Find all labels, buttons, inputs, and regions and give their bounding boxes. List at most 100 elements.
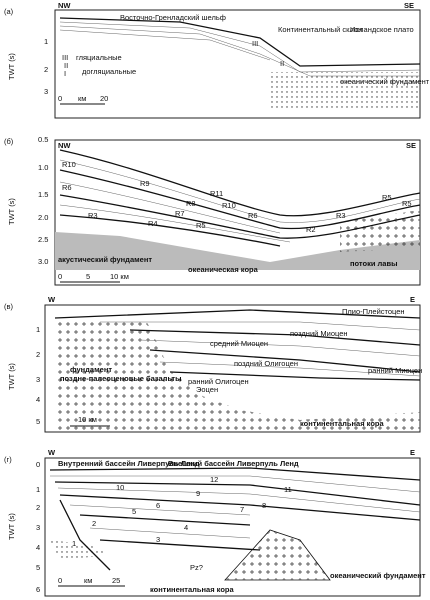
annotation: Внутренний бассейн Ливерпуль Ленд bbox=[58, 459, 200, 468]
annotation: фундамент bbox=[70, 365, 112, 374]
panel-label: (б) bbox=[4, 137, 14, 146]
dir: SE bbox=[404, 1, 414, 10]
annotation: R4 bbox=[148, 219, 158, 228]
panel-label: (а) bbox=[4, 7, 14, 16]
tick: 1 bbox=[36, 485, 40, 494]
annotation: средний Миоцен bbox=[210, 339, 268, 348]
annotation: I bbox=[64, 69, 66, 78]
annotation: континентальная кора bbox=[150, 585, 234, 594]
annotation: океанический фундамент bbox=[330, 571, 426, 580]
annotation: Pz? bbox=[190, 563, 203, 572]
annotation: R10 bbox=[62, 160, 76, 169]
tick: 2.0 bbox=[38, 213, 48, 222]
scale: 0 bbox=[58, 576, 62, 585]
annotation: II bbox=[280, 59, 284, 68]
dir: W bbox=[48, 448, 56, 457]
reflector bbox=[99, 539, 261, 551]
panel-label: (в) bbox=[4, 302, 13, 311]
panel-label: (г) bbox=[4, 455, 12, 464]
annotation: R5 bbox=[402, 199, 412, 208]
annotation: Восточно-Гренладский шельф bbox=[120, 13, 226, 22]
tick: 1 bbox=[36, 325, 40, 334]
dir: SE bbox=[406, 141, 416, 150]
annotation: R6 bbox=[62, 183, 72, 192]
tick: 1.0 bbox=[38, 163, 48, 172]
dir: NW bbox=[58, 1, 71, 10]
reflector bbox=[129, 329, 421, 346]
annotation: Эоцен bbox=[196, 385, 218, 394]
scale: 0 bbox=[58, 272, 62, 281]
reflector bbox=[59, 149, 421, 217]
annotation: R3 bbox=[88, 211, 98, 220]
reflector bbox=[59, 494, 421, 521]
reflector bbox=[59, 21, 421, 77]
axis-title: TWT (s) bbox=[7, 513, 16, 540]
reflector bbox=[49, 467, 421, 481]
annotation: R10 bbox=[222, 201, 236, 210]
basement bbox=[55, 318, 420, 432]
annotation: Исландское плато bbox=[350, 25, 414, 34]
tick: 0.5 bbox=[38, 135, 48, 144]
lava bbox=[340, 210, 420, 252]
annotation: догляциальные bbox=[82, 67, 136, 76]
annotation: океаническая кора bbox=[188, 265, 259, 274]
annotation: 9 bbox=[196, 489, 200, 498]
annotation: 2 bbox=[92, 519, 96, 528]
tick: 2 bbox=[36, 503, 40, 512]
annotation: III bbox=[252, 39, 258, 48]
annotation: акустический фундамент bbox=[58, 255, 152, 264]
scale: 5 bbox=[86, 272, 90, 281]
frame bbox=[44, 457, 421, 597]
basement bbox=[50, 540, 110, 560]
annotation: континентальная кора bbox=[300, 419, 384, 428]
panel-a: (а) NW SE TWT (s) 1 2 3 Восточно-Гренлад… bbox=[4, 1, 430, 119]
annotation: 11 bbox=[284, 485, 292, 494]
annotation: R3 bbox=[336, 211, 346, 220]
dir: NW bbox=[58, 141, 71, 150]
tick: 3 bbox=[36, 375, 40, 384]
annotation: ранний Олигоцен bbox=[188, 377, 249, 386]
annotation: R7 bbox=[175, 209, 185, 218]
annotation: 4 bbox=[184, 523, 188, 532]
tick: 3 bbox=[36, 523, 40, 532]
annotation: 3 bbox=[156, 535, 160, 544]
tick: 4 bbox=[36, 543, 40, 552]
reflector bbox=[59, 159, 421, 243]
panel-c: (в) W E TWT (s) 1 2 3 4 5 Плио-Плейстоце… bbox=[4, 295, 422, 433]
dir: E bbox=[410, 448, 415, 457]
reflector bbox=[59, 169, 421, 230]
reflector bbox=[59, 214, 281, 247]
scale: 10 км bbox=[110, 272, 129, 281]
annotation: R11 bbox=[210, 189, 223, 198]
annotation: 12 bbox=[210, 475, 218, 484]
annotation: поздне-палеоценовые базальты bbox=[60, 374, 181, 383]
scale: км bbox=[84, 576, 92, 585]
annotation: R6 bbox=[248, 211, 258, 220]
basement bbox=[55, 232, 420, 270]
panel-d: (г) W E TWT (s) 0 1 2 3 4 5 6 Внутренний… bbox=[4, 448, 426, 597]
dir: E bbox=[410, 295, 415, 304]
tick: 3 bbox=[44, 87, 48, 96]
annotation: II bbox=[64, 61, 68, 70]
reflector bbox=[54, 309, 421, 319]
reflector bbox=[100, 321, 421, 377]
tick: 5 bbox=[36, 563, 40, 572]
tick: 4 bbox=[36, 395, 40, 404]
reflector bbox=[59, 194, 421, 239]
tick: 0 bbox=[36, 460, 40, 469]
annotation: Внешний бассейн Ливерпуль Ленд bbox=[168, 459, 299, 468]
tick: 2 bbox=[44, 65, 48, 74]
scale: 10 км bbox=[78, 415, 97, 424]
annotation: поздний Миоцен bbox=[290, 329, 348, 338]
annotation: R9 bbox=[140, 179, 150, 188]
annotation: 10 bbox=[116, 483, 124, 492]
scale: 20 bbox=[100, 94, 108, 103]
reflector bbox=[169, 371, 421, 381]
annotation: R5 bbox=[382, 193, 392, 202]
reflector bbox=[79, 514, 251, 526]
tick: 2 bbox=[36, 350, 40, 359]
annotation: Плио-Плейстоцен bbox=[342, 307, 405, 316]
axis-title: TWT (s) bbox=[7, 198, 16, 225]
annotation: R2 bbox=[306, 225, 316, 234]
